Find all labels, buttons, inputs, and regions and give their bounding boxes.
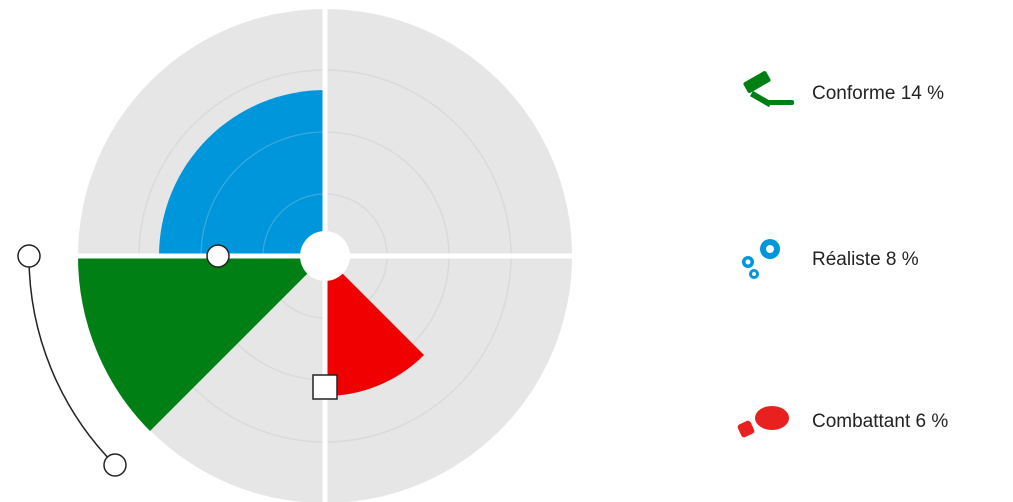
- sector-realiste: [159, 90, 325, 256]
- ring-arc: [200, 131, 326, 257]
- slider-arc: [28, 255, 116, 466]
- slider-handle[interactable]: [17, 244, 41, 268]
- sector-conforme: [77, 256, 325, 431]
- gavel-icon: [743, 71, 794, 108]
- slider-handle[interactable]: [103, 453, 127, 477]
- legend-label: Conforme 14 %: [812, 83, 944, 104]
- rings-over: [200, 131, 326, 257]
- glove-icon: [737, 406, 789, 438]
- sector-combattant: [325, 256, 424, 396]
- legend-label: Réaliste 8 %: [812, 249, 919, 270]
- legend-label: Combattant 6 %: [812, 411, 948, 432]
- polar-chart: [77, 9, 572, 502]
- legend: Conforme 14 % Réaliste 8 % Combattant 6 …: [737, 71, 948, 438]
- center-hole: [300, 231, 350, 281]
- radius-handle[interactable]: [206, 244, 230, 268]
- rotation-slider[interactable]: [17, 244, 127, 477]
- gears-icon: [742, 239, 780, 279]
- angle-handle[interactable]: [312, 374, 338, 400]
